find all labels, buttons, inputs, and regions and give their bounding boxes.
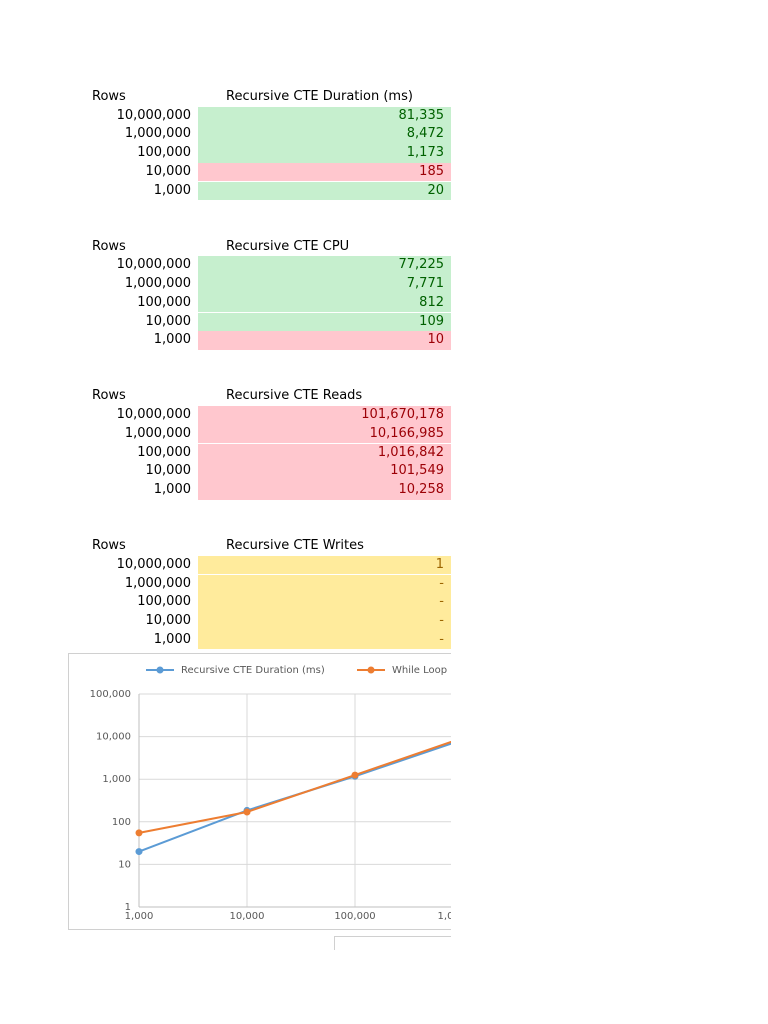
value-cell: 81,335	[198, 106, 451, 126]
row-label: 10,000	[145, 463, 192, 479]
y-tick-label: 10	[118, 859, 131, 870]
value-cell: 10,166,985	[198, 424, 451, 444]
value-cell: 1	[198, 555, 451, 575]
y-tick-label: 100,000	[90, 689, 131, 700]
value-cell: 10,258	[198, 480, 451, 500]
value-cell: 101,549	[198, 462, 451, 481]
value-cell: -	[198, 611, 451, 631]
legend-marker	[156, 666, 164, 674]
header-title: Recursive CTE CPU	[226, 238, 350, 254]
header-title: Recursive CTE Reads	[226, 388, 363, 404]
value-cell: 101,670,178	[198, 406, 451, 425]
row-label: 1,000	[153, 481, 191, 497]
row-label: 100,000	[137, 294, 191, 310]
row-label: 100,000	[137, 145, 191, 161]
row-label: 10,000,000	[116, 407, 191, 423]
value-cell: -	[198, 593, 451, 612]
header-label: Rows	[92, 388, 126, 404]
series-line	[138, 740, 451, 834]
header-label: Rows	[92, 238, 126, 254]
header-label: Rows	[92, 89, 126, 104]
legend-label: While Loop	[392, 665, 447, 676]
value-cell: 7,771	[198, 275, 451, 294]
row-label: 10,000	[145, 612, 192, 628]
y-tick-label: 100	[112, 817, 131, 828]
legend-marker	[367, 666, 375, 674]
row-label: 1,000	[153, 332, 191, 348]
value-cell: 109	[198, 312, 451, 332]
row-label: 1,000	[153, 182, 191, 198]
data-point	[460, 736, 467, 743]
row-label: 100,000	[137, 444, 191, 460]
value-cell: 20	[198, 181, 451, 201]
row-label: 1,000,000	[124, 126, 191, 142]
row-label: 1,000	[153, 631, 191, 647]
data-point	[135, 829, 143, 837]
row-label: 10,000	[145, 313, 192, 329]
y-tick-label: 10,000	[96, 732, 131, 743]
header-title: Recursive CTE Duration (ms)	[226, 89, 413, 104]
value-cell: 1,173	[198, 144, 451, 163]
chart-frame-edge	[334, 936, 451, 950]
value-cell: -	[198, 574, 451, 594]
row-label: 10,000	[145, 163, 192, 179]
value-cell: 10	[198, 331, 451, 350]
row-label: 10,000,000	[116, 107, 191, 123]
y-tick-label: 1,000	[102, 774, 131, 785]
row-label: 1,000,000	[124, 276, 191, 292]
chart-frame	[68, 653, 451, 930]
legend-label: Recursive CTE Duration (ms)	[181, 665, 325, 676]
data-point	[243, 808, 251, 816]
y-tick-label: 1	[125, 902, 131, 913]
row-label: 1,000,000	[124, 425, 191, 441]
value-cell: 812	[198, 293, 451, 313]
x-tick-label: 1,000,000	[438, 911, 489, 922]
value-cell: -	[198, 630, 451, 650]
value-cell: 8,472	[198, 125, 451, 145]
row-label: 1,000,000	[124, 575, 191, 591]
data-point	[460, 734, 467, 741]
value-cell: 1,016,842	[198, 443, 451, 463]
value-cell: 77,225	[198, 256, 451, 276]
data-point	[135, 848, 143, 856]
value-cell: 185	[198, 162, 451, 182]
header-title: Recursive CTE Writes	[226, 538, 364, 554]
x-tick-label: 1,000	[125, 911, 154, 922]
row-label: 10,000,000	[116, 257, 191, 273]
row-label: 100,000	[137, 594, 191, 610]
data-point	[351, 771, 359, 779]
x-tick-label: 100,000	[334, 911, 375, 922]
x-tick-label: 10,000	[230, 911, 265, 922]
header-label: Rows	[92, 538, 126, 554]
row-label: 10,000,000	[116, 556, 191, 572]
